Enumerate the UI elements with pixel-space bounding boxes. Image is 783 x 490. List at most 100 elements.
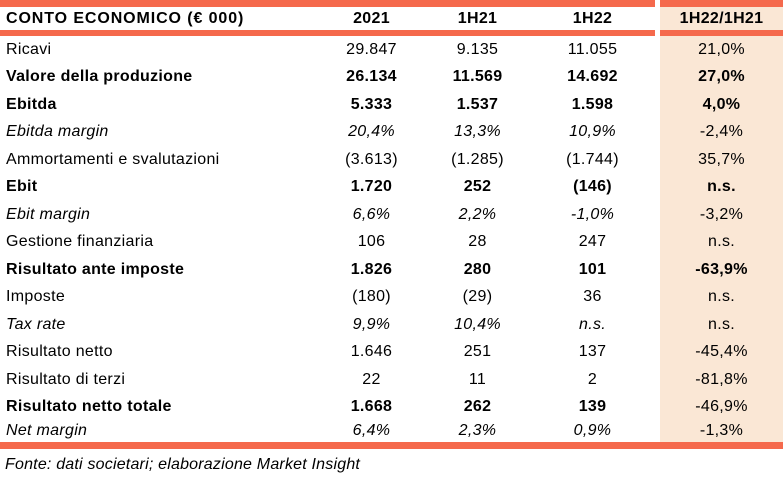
- change-cell: 35,7%: [660, 146, 783, 174]
- column-gap: [655, 421, 660, 449]
- change-cell: n.s.: [660, 173, 783, 201]
- table-header: CONTO ECONOMICO (€ 000) 2021 1H21 1H22 1…: [0, 0, 783, 36]
- row-label: Ammortamenti e svalutazioni: [6, 150, 220, 168]
- value-cell: 9,9%: [352, 315, 391, 333]
- value-cell: 6,6%: [352, 205, 391, 223]
- column-gap: [655, 63, 660, 91]
- value-cell: 1.720: [350, 178, 393, 196]
- header-col-1h22: 1H22: [530, 0, 655, 36]
- row-label: Ebit: [6, 178, 38, 196]
- column-gap: [655, 311, 660, 339]
- value-cell: 2: [587, 370, 598, 388]
- change-cell: -1,3%: [660, 421, 783, 449]
- column-gap: [655, 228, 660, 256]
- table-row: Tax rate 9,9% 10,4% n.s. n.s.: [0, 311, 783, 339]
- value-cell: 2,3%: [425, 421, 530, 449]
- income-statement-table: CONTO ECONOMICO (€ 000) 2021 1H21 1H22 1…: [0, 0, 783, 449]
- value-cell: 20,4%: [348, 123, 395, 141]
- value-cell: 11.055: [567, 40, 618, 58]
- header-title: CONTO ECONOMICO (€ 000): [0, 0, 318, 36]
- table-row: Risultato ante imposte 1.826 280 101 -63,9%: [0, 256, 783, 284]
- value-cell: (29): [462, 288, 493, 306]
- value-cell: 0,9%: [530, 421, 655, 449]
- value-cell: 2,2%: [458, 205, 497, 223]
- value-cell: 139: [578, 398, 607, 416]
- value-cell: 11: [468, 370, 487, 388]
- column-gap: [655, 146, 660, 174]
- value-cell: 137: [578, 343, 607, 361]
- table-row: Ebit margin 6,6% 2,2% -1,0% -3,2%: [0, 201, 783, 229]
- value-cell: 1.646: [350, 343, 393, 361]
- change-cell: -46,9%: [660, 393, 783, 421]
- column-gap: [655, 173, 660, 201]
- table-row: Ricavi 29.847 9.135 11.055 21,0%: [0, 36, 783, 64]
- value-cell: 1.826: [350, 260, 393, 278]
- value-cell: 9.135: [456, 40, 499, 58]
- header-col-change: 1H22/1H21: [660, 0, 783, 36]
- column-gap: [655, 36, 660, 64]
- table-row: Imposte (180) (29) 36 n.s.: [0, 283, 783, 311]
- row-label: Ebitda margin: [6, 123, 109, 141]
- table-row: Ebitda 5.333 1.537 1.598 4,0%: [0, 91, 783, 119]
- table-row: Ebitda margin 20,4% 13,3% 10,9% -2,4%: [0, 118, 783, 146]
- value-cell: 29.847: [346, 40, 397, 58]
- value-cell: (180): [352, 288, 391, 306]
- table-row: Net margin 6,4% 2,3% 0,9% -1,3%: [0, 421, 783, 449]
- table-row: Ammortamenti e svalutazioni (3.613) (1.285…: [0, 146, 783, 174]
- column-gap: [655, 0, 660, 36]
- table-row: Risultato netto totale 1.668 262 139 -46,9%: [0, 393, 783, 421]
- column-gap: [655, 91, 660, 119]
- change-cell: 27,0%: [660, 63, 783, 91]
- row-label: Tax rate: [6, 315, 66, 333]
- value-cell: -1,0%: [570, 205, 615, 223]
- table-body: Ricavi 29.847 9.135 11.055 21,0% Valore della…: [0, 36, 783, 449]
- value-cell: 10,4%: [454, 315, 501, 333]
- table-row: Risultato di terzi 22 11 2 -81,8%: [0, 366, 783, 394]
- value-cell: (1.285): [451, 150, 504, 168]
- value-cell: 6,4%: [318, 421, 425, 449]
- value-cell: (146): [573, 178, 612, 196]
- income-statement-page: CONTO ECONOMICO (€ 000) 2021 1H21 1H22 1…: [0, 0, 783, 473]
- change-cell: -81,8%: [660, 366, 783, 394]
- row-label: Risultato di terzi: [6, 370, 126, 388]
- value-cell: n.s.: [579, 315, 606, 333]
- value-cell: 13,3%: [454, 123, 501, 141]
- change-cell: n.s.: [660, 311, 783, 339]
- table-row: Valore della produzione 26.134 11.569 14.69…: [0, 63, 783, 91]
- value-cell: 11.569: [452, 68, 503, 86]
- table-row: Gestione finanziaria 106 28 247 n.s.: [0, 228, 783, 256]
- value-cell: 1.537: [456, 95, 499, 113]
- value-cell: (3.613): [345, 150, 398, 168]
- column-gap: [655, 366, 660, 394]
- row-label: Ricavi: [6, 40, 52, 58]
- value-cell: 251: [463, 343, 492, 361]
- header-row: CONTO ECONOMICO (€ 000) 2021 1H21 1H22 1…: [0, 0, 783, 36]
- change-cell: n.s.: [660, 283, 783, 311]
- source-note: Fonte: dati societari; elaborazione Mark…: [5, 455, 361, 473]
- change-cell: -63,9%: [660, 256, 783, 284]
- header-col-1h21: 1H21: [425, 0, 530, 36]
- value-cell: 26.134: [346, 68, 397, 86]
- row-label: Ebit margin: [6, 205, 91, 223]
- change-cell: -3,2%: [660, 201, 783, 229]
- row-label: Risultato netto totale: [6, 398, 172, 416]
- value-cell: 106: [357, 233, 386, 251]
- row-label: Risultato netto: [6, 343, 113, 361]
- row-label: Valore della produzione: [6, 68, 193, 86]
- row-label: Net margin: [0, 421, 318, 449]
- column-gap: [655, 338, 660, 366]
- value-cell: 22: [362, 370, 381, 388]
- column-gap: [655, 256, 660, 284]
- value-cell: 1.668: [350, 398, 393, 416]
- header-col-2021: 2021: [318, 0, 425, 36]
- table-row: Ebit 1.720 252 (146) n.s.: [0, 173, 783, 201]
- row-label: Risultato ante imposte: [6, 260, 185, 278]
- value-cell: 28: [468, 233, 487, 251]
- value-cell: 5.333: [350, 95, 393, 113]
- change-cell: n.s.: [660, 228, 783, 256]
- column-gap: [655, 201, 660, 229]
- value-cell: 247: [578, 233, 607, 251]
- value-cell: 252: [463, 178, 492, 196]
- value-cell: 101: [578, 260, 607, 278]
- value-cell: 262: [463, 398, 492, 416]
